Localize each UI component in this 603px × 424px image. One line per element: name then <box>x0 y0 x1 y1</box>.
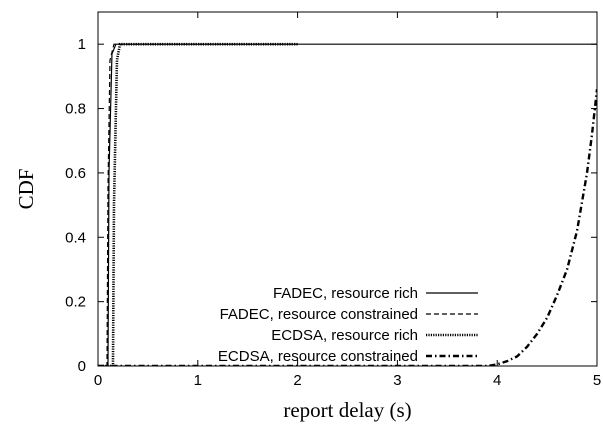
x-tick-label: 2 <box>293 372 301 389</box>
series-layer <box>98 42 597 366</box>
series-line-4 <box>98 89 597 366</box>
legend-label: ECDSA, resource constrained <box>218 348 418 365</box>
x-axis-title: report delay (s) <box>283 398 411 422</box>
series-line-3 <box>98 42 298 366</box>
x-tick-label: 5 <box>593 372 601 389</box>
x-tick-label: 0 <box>94 372 102 389</box>
plot-border <box>97 11 598 367</box>
y-tick-label: 0.2 <box>65 294 86 311</box>
x-tick-label: 1 <box>194 372 202 389</box>
y-tick-label: 0 <box>78 358 86 375</box>
series-line-2 <box>98 43 298 366</box>
y-tick-label: 0.4 <box>65 229 86 246</box>
legend-label: ECDSA, resource rich <box>271 327 418 344</box>
y-tick-label: 0.6 <box>65 165 86 182</box>
plot-frame <box>97 11 598 367</box>
x-tick-label: 4 <box>493 372 501 389</box>
x-tick-label: 3 <box>393 372 401 389</box>
y-tick-label: 0.8 <box>65 101 86 118</box>
y-axis-title: CDF <box>14 169 38 210</box>
legend-label: FADEC, resource rich <box>273 285 418 302</box>
y-tick-label: 1 <box>78 36 86 53</box>
axis-ticks: 0 1 2 3 4 5 0 0.2 0.4 0.6 0.8 1 <box>65 12 601 389</box>
legend-label: FADEC, resource constrained <box>220 306 418 323</box>
legend: FADEC, resource rich FADEC, resource cons… <box>218 285 478 365</box>
